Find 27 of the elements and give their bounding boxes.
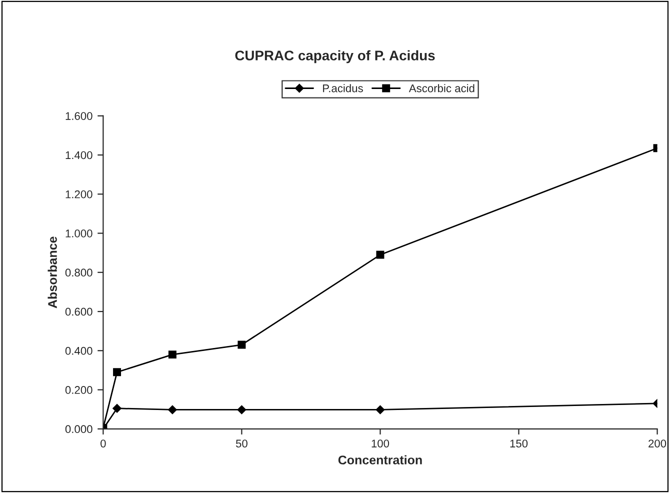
chart-title: CUPRAC capacity of P. Acidus (235, 50, 435, 64)
y-tick-label: 1.400 (66, 151, 92, 160)
point (112, 404, 122, 413)
y-axis-title: Absorbance (48, 236, 57, 308)
legend-label: Ascorbic acid (408, 84, 474, 92)
y-tick-label: 1.600 (66, 112, 92, 120)
point (376, 250, 384, 259)
y-tick-label: 0.200 (65, 386, 92, 394)
x-axis-title: Concentration (338, 455, 422, 464)
point (113, 368, 122, 376)
x-tick-label: 50 (236, 440, 248, 448)
point (238, 340, 246, 349)
x-tick-label: 100 (372, 440, 390, 448)
point (376, 405, 385, 414)
y-tick-label: 0.600 (65, 308, 92, 316)
point (168, 405, 177, 414)
x-tick-label: 150 (510, 440, 528, 448)
x-tick-label: 0 (100, 440, 106, 448)
y-tick-label: 0.800 (65, 268, 92, 277)
y-tick-label: 1.000 (66, 230, 92, 238)
point (237, 405, 246, 414)
x-tick-label: 200 (648, 440, 666, 448)
y-tick-label: 0.000 (65, 425, 92, 434)
legend-label: P.acidus (323, 84, 363, 92)
y-tick-label: 0.400 (65, 346, 92, 355)
point (168, 350, 176, 359)
y-tick-label: 1.200 (66, 190, 92, 198)
